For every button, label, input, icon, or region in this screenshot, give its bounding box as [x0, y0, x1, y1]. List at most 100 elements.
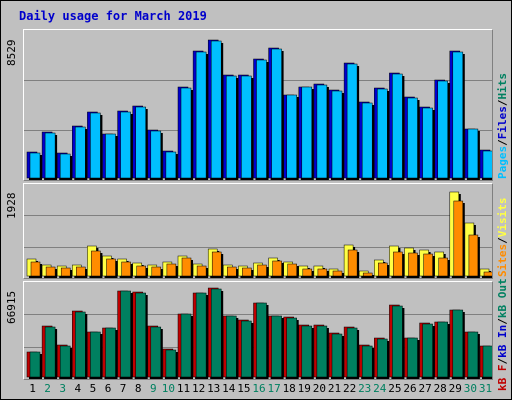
x-tick-label: 30: [463, 382, 478, 395]
kb-out-bar: [392, 305, 403, 378]
kb-out-bar: [90, 331, 101, 378]
kb-out-bar: [75, 311, 86, 378]
pages-bar: [271, 48, 282, 179]
x-tick-label: 21: [327, 382, 342, 395]
pages-bar: [180, 87, 192, 179]
kb-out-bar: [346, 327, 358, 378]
sites-bar: [151, 266, 162, 277]
sites-bar: [332, 270, 343, 277]
pages-bar: [407, 97, 418, 179]
kb-out-bar: [377, 338, 388, 378]
hits-plot: [24, 39, 492, 180]
sites-bar: [45, 266, 56, 277]
kb-out-bar: [331, 333, 343, 378]
legend-sep: /: [496, 318, 509, 325]
sites-bar: [483, 271, 492, 277]
kb-out-bar: [422, 323, 433, 378]
legend-visits: Visits: [496, 197, 509, 238]
kb-out-bar: [286, 317, 297, 378]
kb-out-bar: [59, 345, 71, 378]
pages-bar: [467, 128, 479, 179]
pages-bar: [301, 86, 313, 179]
x-tick-label: 13: [207, 382, 221, 395]
sites-bar: [438, 257, 448, 277]
pages-bar: [256, 59, 267, 179]
x-tick-label: 4: [74, 382, 82, 395]
visits-max-label: 1928: [5, 192, 18, 220]
pages-bar: [75, 126, 86, 179]
kb-max-label: 66915: [5, 290, 18, 324]
pages-bar: [150, 130, 162, 179]
sites-bar: [121, 261, 131, 277]
x-tick-label: 8: [134, 382, 142, 395]
x-tick-label: 3: [59, 382, 66, 395]
kb-out-bar: [210, 288, 222, 378]
sites-bar: [408, 252, 418, 277]
pages-bar: [452, 51, 464, 179]
kb-out-bar: [150, 326, 162, 378]
sites-bar: [453, 200, 464, 277]
x-tick-label: 31: [478, 382, 493, 395]
x-tick-label: 25: [388, 382, 402, 395]
x-tick-label: 19: [297, 382, 311, 395]
x-tick-label: 15: [237, 382, 251, 395]
kb-out-bar: [437, 321, 448, 378]
kb-out-bar: [407, 337, 418, 378]
x-tick-label: 7: [119, 382, 127, 395]
pages-bar: [195, 51, 207, 179]
x-tick-label: 14: [222, 382, 236, 395]
pages-bar: [210, 40, 222, 179]
visits-plot: [24, 191, 492, 278]
legend-hits: Hits: [496, 73, 509, 100]
sites-bar: [30, 261, 41, 277]
x-tick-label: 12: [191, 382, 206, 395]
kb-out-bar: [105, 327, 116, 378]
x-tick-label: 5: [89, 382, 97, 395]
chart-title: Daily usage for March 2019: [19, 9, 207, 23]
pages-bar: [437, 80, 448, 179]
x-tick-label: 11: [176, 382, 191, 395]
sites-bar: [106, 258, 116, 277]
legend-sep: /: [496, 357, 509, 365]
pages-bar: [361, 102, 373, 179]
x-tick-label: 1: [29, 382, 36, 395]
kb-legend: kB F/kB In/kB Out: [496, 278, 510, 392]
pages-bar: [29, 152, 41, 179]
pages-bar: [286, 94, 297, 179]
hits-panel: [23, 29, 493, 181]
kb-out-bar: [241, 320, 252, 378]
x-tick-label: 27: [418, 382, 432, 395]
legend-files: Files: [496, 106, 509, 140]
hits-legend: Pages/Files/Hits: [496, 29, 510, 179]
x-tick-label: 20: [312, 382, 327, 395]
kb-out-bar: [44, 326, 56, 378]
legend-sep: /: [496, 237, 509, 244]
sites-bar: [378, 262, 388, 277]
pages-bar: [482, 150, 492, 179]
sites-bar: [227, 266, 237, 277]
legend-kb-out: kB Out: [496, 278, 509, 319]
sites-bar: [196, 265, 207, 277]
x-tick-label: 6: [104, 382, 112, 395]
x-tick-label: 23: [358, 382, 372, 395]
legend-kb-in: kB In: [496, 324, 509, 358]
kb-plot: [24, 287, 492, 379]
legend-kb-f: kB F: [496, 364, 509, 392]
kb-out-bar: [316, 325, 328, 378]
x-tick-label: 24: [373, 382, 387, 395]
pages-bar: [392, 73, 403, 179]
sites-bar: [60, 267, 71, 277]
sites-bar: [317, 268, 328, 277]
pages-bar: [316, 84, 328, 179]
pages-bar: [59, 153, 71, 179]
legend-sep: /: [496, 139, 509, 146]
kb-out-bar: [361, 345, 373, 378]
legend-pages: Pages: [496, 145, 509, 179]
kb-out-bar: [452, 309, 464, 378]
x-tick-label: 16: [252, 382, 266, 395]
visits-panel: [23, 183, 493, 279]
sites-bar: [272, 260, 282, 277]
pages-bar: [331, 90, 343, 179]
sites-bar: [393, 251, 403, 277]
